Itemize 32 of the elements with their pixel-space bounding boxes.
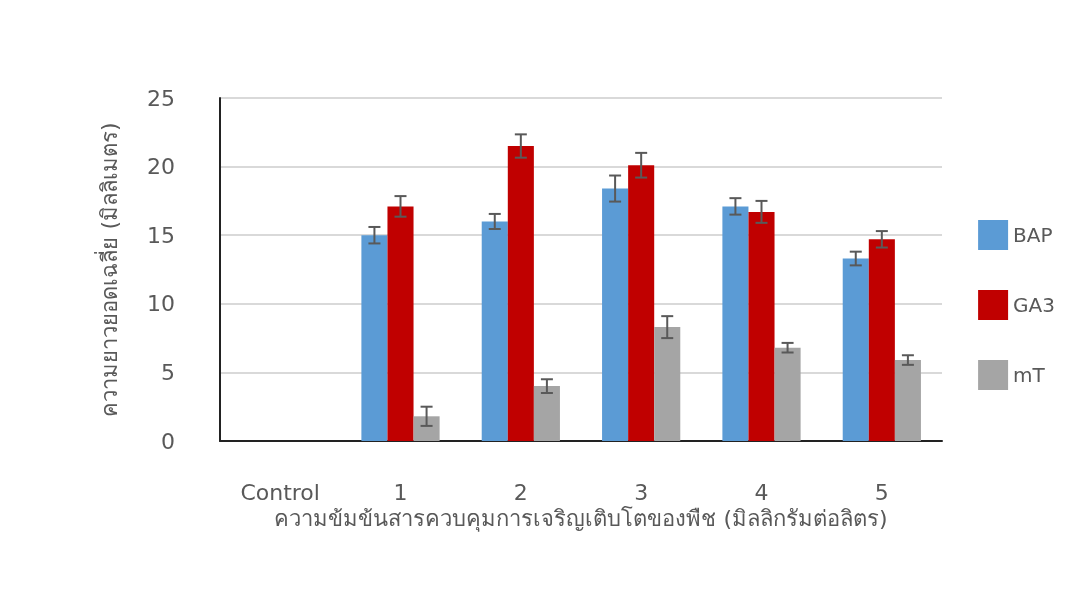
y-tick-label: 5: [161, 359, 175, 385]
bar: [628, 165, 655, 441]
bar: [748, 211, 775, 441]
y-tick-label: 15: [147, 222, 175, 248]
bar: [842, 258, 869, 441]
x-tick-label: 4: [754, 479, 769, 505]
bar: [413, 416, 440, 441]
x-tick-label: Control: [240, 479, 320, 505]
y-tick-label: 10: [147, 291, 175, 317]
x-tick-label: 5: [874, 479, 889, 505]
legend-label: GA3: [1013, 293, 1055, 317]
bar: [774, 347, 801, 441]
bar: [602, 188, 629, 441]
bar: [654, 327, 681, 441]
y-tick-label: 25: [147, 85, 175, 111]
legend-label: BAP: [1013, 223, 1053, 247]
y-tick-label: 0: [161, 428, 175, 454]
y-tick-label: 20: [147, 154, 175, 180]
x-tick-label: 1: [393, 479, 408, 505]
bar: [894, 360, 921, 441]
x-tick-label: 3: [634, 479, 649, 505]
legend-label: mT: [1013, 363, 1046, 387]
x-axis-title: ความข้มข้นสารควบคุมการเจริญเติบโตของพืช (มิลลิกรัมต่อลิตร): [274, 506, 888, 533]
bar: [507, 146, 534, 441]
bar: [361, 235, 388, 441]
bar: [722, 206, 749, 441]
y-axis-title: ความยาวยอดเฉลี่ย (มิลลิเมตร): [93, 122, 122, 417]
bar: [868, 239, 895, 441]
x-tick-label: 2: [513, 479, 528, 505]
bar: [533, 386, 560, 441]
bar: [481, 221, 508, 441]
bar: [387, 206, 414, 441]
